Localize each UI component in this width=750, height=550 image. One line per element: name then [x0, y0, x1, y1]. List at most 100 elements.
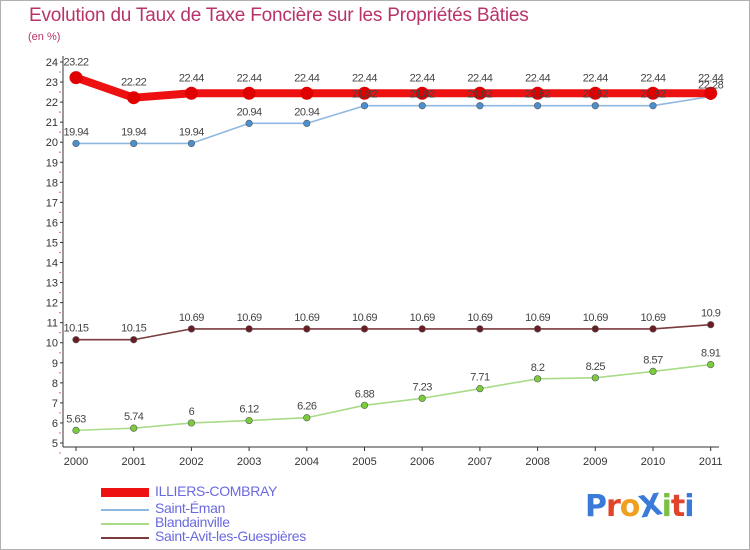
data-point	[418, 102, 426, 110]
y-minor-tick	[59, 111, 61, 113]
data-label: 22.44	[294, 72, 319, 84]
series-line	[75, 323, 712, 341]
data-point	[531, 86, 545, 100]
legend-item-illiers-combray[interactable]: ILLIERS-COMBRAY	[101, 483, 401, 501]
data-point	[245, 119, 253, 127]
series-line	[75, 95, 712, 145]
data-point	[130, 424, 138, 432]
x-tick-label: 2005	[352, 456, 376, 468]
data-point	[187, 139, 195, 148]
data-label: 22.44	[237, 72, 262, 84]
legend-item-saint-avit-les-guespieres[interactable]: Saint-Avit-les-Guespières	[101, 528, 401, 546]
data-point	[245, 416, 253, 425]
y-tick-label: 14	[46, 258, 58, 270]
data-point	[649, 367, 657, 376]
chart-title: Evolution du Taux de Taxe Foncière sur l…	[29, 5, 529, 26]
y-minor-tick	[59, 131, 61, 133]
x-tick-label: 2004	[295, 456, 319, 468]
data-label: 8.25	[586, 361, 606, 373]
legend-swatch	[101, 523, 149, 525]
x-tick-label: 2006	[410, 456, 434, 468]
series-saint-eman	[72, 92, 715, 148]
y-minor-tick	[59, 291, 61, 294]
y-tick-label: 18	[46, 177, 58, 189]
data-point	[360, 325, 369, 333]
data-label: 20.94	[294, 106, 319, 118]
legend-item-saint-eman[interactable]: Saint-Éman	[101, 500, 401, 518]
data-point	[187, 419, 195, 427]
legend-item-blandainville[interactable]: Blandainville	[101, 514, 401, 532]
data-point	[646, 86, 660, 100]
data-label: 10.69	[237, 312, 262, 324]
data-point	[303, 119, 311, 127]
data-label: 21.82	[640, 89, 665, 101]
y-tick-label: 11	[47, 318, 58, 330]
y-minor-tick	[59, 452, 61, 454]
y-tick-label: 13	[46, 278, 58, 290]
y-tick-label: 20	[46, 137, 58, 149]
data-point	[415, 86, 429, 100]
data-point	[476, 325, 484, 333]
data-point	[533, 325, 542, 333]
data-point	[72, 139, 80, 148]
data-point	[184, 86, 198, 100]
data-label: 10.69	[179, 312, 204, 324]
data-point	[473, 86, 487, 100]
data-label: 6.88	[355, 388, 375, 400]
y-tick-label: 9	[52, 358, 58, 370]
x-tick-label: 2011	[699, 456, 723, 468]
y-tick-label: 7	[52, 398, 58, 410]
data-point	[69, 71, 83, 85]
logo-letter: i	[661, 489, 672, 524]
data-point	[533, 375, 542, 383]
data-label: 22.44	[583, 72, 608, 84]
y-tick-label: 12	[46, 298, 58, 310]
y-tick-label: 21	[46, 117, 58, 129]
x-tick-label: 2010	[641, 456, 665, 468]
data-label: 22.44	[698, 72, 723, 84]
y-minor-tick	[59, 432, 61, 434]
y-tick-label: 15	[46, 237, 58, 249]
data-label: 5.63	[66, 413, 86, 425]
data-point	[358, 86, 371, 100]
y-tick-label: 16	[46, 217, 58, 229]
data-label: 6.12	[239, 404, 259, 416]
y-minor-tick	[59, 71, 61, 73]
y-minor-tick	[59, 352, 61, 354]
data-label: 22.44	[179, 72, 204, 84]
data-label: 5.74	[124, 411, 144, 423]
logo-letter: X	[636, 487, 665, 526]
proxiti-logo[interactable]: ProXiti	[585, 487, 695, 526]
data-point	[187, 325, 195, 333]
series-line	[72, 73, 715, 102]
data-point	[649, 102, 657, 110]
x-tick-label: 2009	[583, 456, 607, 468]
data-label: 22.44	[352, 72, 377, 84]
legend-label: Saint-Éman	[155, 500, 226, 516]
data-label: 10.69	[583, 312, 608, 324]
data-label: 10.69	[525, 312, 550, 324]
data-point	[130, 336, 138, 344]
x-tick-label: 2002	[179, 456, 203, 468]
data-point	[130, 139, 138, 148]
data-point	[476, 102, 484, 110]
x-tick-label: 2003	[237, 456, 261, 468]
data-label: 21.82	[583, 89, 608, 101]
data-label: 8.2	[531, 362, 545, 374]
x-tick-label: 2000	[64, 456, 88, 468]
series-blandainville	[72, 360, 715, 434]
data-label: 21.82	[410, 89, 435, 101]
data-point	[245, 325, 253, 333]
logo-letter: o	[619, 489, 641, 524]
data-point	[360, 102, 369, 110]
data-label: 22.28	[698, 79, 723, 91]
unit-label: (en %)	[28, 31, 61, 43]
data-point	[127, 91, 141, 105]
axes: 5 6 7 8 9 10 11 12 13 14 15 16 17 18 19 20 21 22 23 24 2000 2…	[46, 56, 723, 468]
data-label: 10.9	[701, 308, 721, 320]
series-line	[75, 363, 712, 432]
data-label: 21.82	[352, 89, 377, 101]
series-saint-avit-les-guespieres	[72, 321, 715, 344]
data-label: 20.94	[237, 106, 262, 118]
y-minor-tick	[59, 251, 61, 254]
